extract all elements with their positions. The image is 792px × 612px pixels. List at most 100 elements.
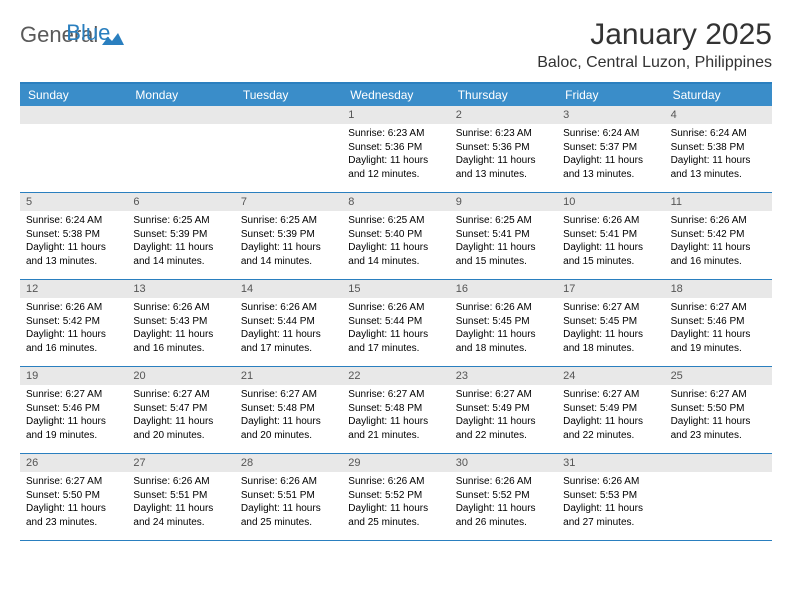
day-cell: 29Sunrise: 6:26 AMSunset: 5:52 PMDayligh… — [342, 454, 449, 540]
day-cell: 21Sunrise: 6:27 AMSunset: 5:48 PMDayligh… — [235, 367, 342, 453]
day-info: Sunrise: 6:26 AMSunset: 5:41 PMDaylight:… — [557, 211, 664, 271]
day-number: 20 — [127, 367, 234, 385]
day-info: Sunrise: 6:27 AMSunset: 5:47 PMDaylight:… — [127, 385, 234, 445]
day-cell: 27Sunrise: 6:26 AMSunset: 5:51 PMDayligh… — [127, 454, 234, 540]
sunrise-text: Sunrise: 6:26 AM — [348, 301, 443, 315]
day-cell: 25Sunrise: 6:27 AMSunset: 5:50 PMDayligh… — [665, 367, 772, 453]
day-info: Sunrise: 6:25 AMSunset: 5:41 PMDaylight:… — [450, 211, 557, 271]
day-cell: 30Sunrise: 6:26 AMSunset: 5:52 PMDayligh… — [450, 454, 557, 540]
day-info: Sunrise: 6:26 AMSunset: 5:51 PMDaylight:… — [127, 472, 234, 532]
day-info: Sunrise: 6:24 AMSunset: 5:38 PMDaylight:… — [665, 124, 772, 184]
week-row: 19Sunrise: 6:27 AMSunset: 5:46 PMDayligh… — [20, 367, 772, 454]
sunset-text: Sunset: 5:36 PM — [456, 141, 551, 155]
day-number: 23 — [450, 367, 557, 385]
month-title: January 2025 — [537, 18, 772, 52]
sunrise-text: Sunrise: 6:26 AM — [456, 475, 551, 489]
sunrise-text: Sunrise: 6:26 AM — [241, 301, 336, 315]
sunset-text: Sunset: 5:48 PM — [241, 402, 336, 416]
sunset-text: Sunset: 5:42 PM — [671, 228, 766, 242]
day-info: Sunrise: 6:23 AMSunset: 5:36 PMDaylight:… — [342, 124, 449, 184]
day-cell: 18Sunrise: 6:27 AMSunset: 5:46 PMDayligh… — [665, 280, 772, 366]
daylight-text: Daylight: 11 hours and 14 minutes. — [133, 241, 228, 268]
daylight-text: Daylight: 11 hours and 14 minutes. — [241, 241, 336, 268]
daylight-text: Daylight: 11 hours and 18 minutes. — [456, 328, 551, 355]
day-cell: 6Sunrise: 6:25 AMSunset: 5:39 PMDaylight… — [127, 193, 234, 279]
sunrise-text: Sunrise: 6:27 AM — [563, 388, 658, 402]
daylight-text: Daylight: 11 hours and 19 minutes. — [671, 328, 766, 355]
daylight-text: Daylight: 11 hours and 27 minutes. — [563, 502, 658, 529]
day-number: 10 — [557, 193, 664, 211]
logo-text-blue: Blue — [66, 20, 110, 46]
day-number: 15 — [342, 280, 449, 298]
day-number: 26 — [20, 454, 127, 472]
day-number: 27 — [127, 454, 234, 472]
day-header: Monday — [127, 84, 234, 106]
title-block: January 2025 Baloc, Central Luzon, Phili… — [537, 18, 772, 72]
daylight-text: Daylight: 11 hours and 12 minutes. — [348, 154, 443, 181]
daylight-text: Daylight: 11 hours and 15 minutes. — [456, 241, 551, 268]
day-cell: 23Sunrise: 6:27 AMSunset: 5:49 PMDayligh… — [450, 367, 557, 453]
day-number: 4 — [665, 106, 772, 124]
sunset-text: Sunset: 5:48 PM — [348, 402, 443, 416]
day-cell: 26Sunrise: 6:27 AMSunset: 5:50 PMDayligh… — [20, 454, 127, 540]
sunrise-text: Sunrise: 6:23 AM — [456, 127, 551, 141]
day-number: 8 — [342, 193, 449, 211]
sunset-text: Sunset: 5:51 PM — [133, 489, 228, 503]
sunrise-text: Sunrise: 6:24 AM — [671, 127, 766, 141]
day-info: Sunrise: 6:26 AMSunset: 5:53 PMDaylight:… — [557, 472, 664, 532]
daylight-text: Daylight: 11 hours and 16 minutes. — [671, 241, 766, 268]
day-cell: 24Sunrise: 6:27 AMSunset: 5:49 PMDayligh… — [557, 367, 664, 453]
sunrise-text: Sunrise: 6:26 AM — [563, 214, 658, 228]
day-info: Sunrise: 6:26 AMSunset: 5:44 PMDaylight:… — [235, 298, 342, 358]
sunrise-text: Sunrise: 6:27 AM — [671, 388, 766, 402]
sunset-text: Sunset: 5:44 PM — [241, 315, 336, 329]
day-header: Sunday — [20, 84, 127, 106]
sunrise-text: Sunrise: 6:25 AM — [456, 214, 551, 228]
day-cell: 13Sunrise: 6:26 AMSunset: 5:43 PMDayligh… — [127, 280, 234, 366]
sunset-text: Sunset: 5:45 PM — [563, 315, 658, 329]
daylight-text: Daylight: 11 hours and 17 minutes. — [241, 328, 336, 355]
day-cell: 3Sunrise: 6:24 AMSunset: 5:37 PMDaylight… — [557, 106, 664, 192]
week-row: 26Sunrise: 6:27 AMSunset: 5:50 PMDayligh… — [20, 454, 772, 541]
day-number: 1 — [342, 106, 449, 124]
day-cell — [20, 106, 127, 192]
day-number: 17 — [557, 280, 664, 298]
day-number: 13 — [127, 280, 234, 298]
sunset-text: Sunset: 5:45 PM — [456, 315, 551, 329]
daylight-text: Daylight: 11 hours and 23 minutes. — [671, 415, 766, 442]
sunrise-text: Sunrise: 6:26 AM — [133, 301, 228, 315]
day-cell: 31Sunrise: 6:26 AMSunset: 5:53 PMDayligh… — [557, 454, 664, 540]
day-headers-row: SundayMondayTuesdayWednesdayThursdayFrid… — [20, 84, 772, 106]
daylight-text: Daylight: 11 hours and 16 minutes. — [133, 328, 228, 355]
daylight-text: Daylight: 11 hours and 13 minutes. — [671, 154, 766, 181]
sunset-text: Sunset: 5:50 PM — [671, 402, 766, 416]
day-number: 11 — [665, 193, 772, 211]
sunrise-text: Sunrise: 6:26 AM — [133, 475, 228, 489]
sunrise-text: Sunrise: 6:27 AM — [456, 388, 551, 402]
day-number: 19 — [20, 367, 127, 385]
day-cell: 9Sunrise: 6:25 AMSunset: 5:41 PMDaylight… — [450, 193, 557, 279]
day-header: Friday — [557, 84, 664, 106]
sunrise-text: Sunrise: 6:26 AM — [241, 475, 336, 489]
day-info: Sunrise: 6:27 AMSunset: 5:49 PMDaylight:… — [557, 385, 664, 445]
sunrise-text: Sunrise: 6:25 AM — [241, 214, 336, 228]
weeks-container: 1Sunrise: 6:23 AMSunset: 5:36 PMDaylight… — [20, 106, 772, 541]
sunrise-text: Sunrise: 6:26 AM — [671, 214, 766, 228]
sunset-text: Sunset: 5:52 PM — [348, 489, 443, 503]
daylight-text: Daylight: 11 hours and 23 minutes. — [26, 502, 121, 529]
week-row: 12Sunrise: 6:26 AMSunset: 5:42 PMDayligh… — [20, 280, 772, 367]
sunset-text: Sunset: 5:51 PM — [241, 489, 336, 503]
day-info: Sunrise: 6:26 AMSunset: 5:51 PMDaylight:… — [235, 472, 342, 532]
day-cell: 8Sunrise: 6:25 AMSunset: 5:40 PMDaylight… — [342, 193, 449, 279]
sunset-text: Sunset: 5:36 PM — [348, 141, 443, 155]
calendar: SundayMondayTuesdayWednesdayThursdayFrid… — [20, 82, 772, 541]
day-info: Sunrise: 6:24 AMSunset: 5:37 PMDaylight:… — [557, 124, 664, 184]
daylight-text: Daylight: 11 hours and 13 minutes. — [563, 154, 658, 181]
daylight-text: Daylight: 11 hours and 19 minutes. — [26, 415, 121, 442]
daylight-text: Daylight: 11 hours and 18 minutes. — [563, 328, 658, 355]
day-number: 14 — [235, 280, 342, 298]
day-number — [20, 106, 127, 124]
sunrise-text: Sunrise: 6:27 AM — [133, 388, 228, 402]
day-number: 6 — [127, 193, 234, 211]
sunrise-text: Sunrise: 6:24 AM — [26, 214, 121, 228]
